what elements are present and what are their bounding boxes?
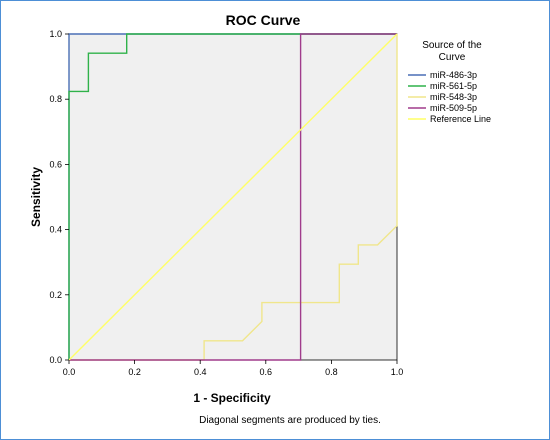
y-tick-label: 1.0 [49, 29, 62, 39]
legend-label-mir-509-5p: miR-509-5p [430, 103, 477, 113]
y-tick-label: 0.2 [49, 290, 62, 300]
y-tick-label: 0.6 [49, 159, 62, 169]
chart-title: ROC Curve [226, 12, 301, 28]
x-tick-label: 0.8 [325, 367, 338, 377]
series-line-mir-548-3p [69, 34, 398, 361]
legend-title: Source of the [422, 40, 482, 51]
x-tick-label: 0.6 [260, 367, 273, 377]
legend-label-mir-561-5p: miR-561-5p [430, 81, 477, 91]
series-line-mir-509-5p [69, 33, 397, 361]
y-tick-label: 0.8 [49, 94, 62, 104]
x-tick-label: 0.0 [63, 367, 76, 377]
x-tick-label: 0.2 [128, 367, 141, 377]
legend-label-mir-548-3p: miR-548-3p [430, 92, 477, 102]
legend-title: Curve [439, 52, 466, 63]
x-tick-label: 0.4 [194, 367, 207, 377]
y-axis-label: Sensitivity [29, 167, 43, 227]
y-tick-label: 0.0 [49, 355, 62, 365]
y-tick-label: 0.4 [49, 225, 62, 235]
footnote: Diagonal segments are produced by ties. [199, 415, 381, 426]
series-line-reference-line [68, 33, 398, 361]
legend-label-reference-line: Reference Line [430, 114, 491, 124]
legend-label-mir-486-3p: miR-486-3p [430, 70, 477, 80]
x-tick-label: 1.0 [391, 367, 404, 377]
series-line-mir-561-5p [68, 33, 397, 360]
x-axis-label: 1 - Specificity [193, 391, 271, 405]
